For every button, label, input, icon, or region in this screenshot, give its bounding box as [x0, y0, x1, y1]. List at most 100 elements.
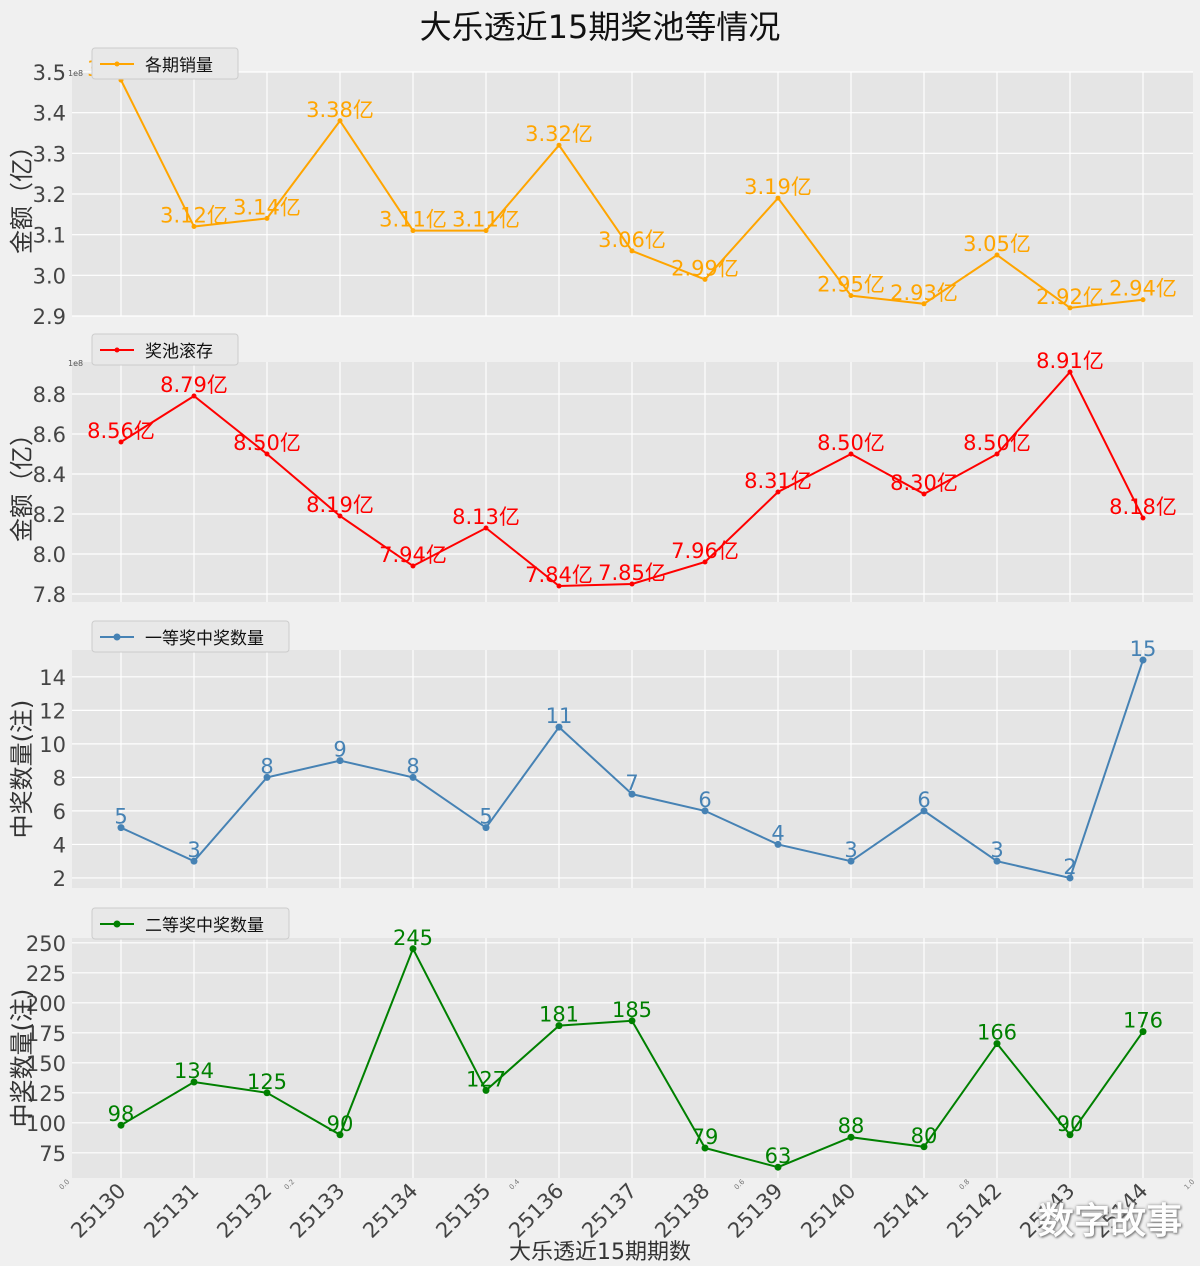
- data-point: [191, 393, 197, 399]
- data-label: 98: [108, 1102, 135, 1126]
- watermark: 数字故事: [1037, 1201, 1182, 1242]
- y-tick-label: 2: [53, 867, 66, 891]
- ghost-tick-label: 0.8: [958, 1178, 972, 1192]
- y-tick-label: 125: [26, 1082, 66, 1106]
- data-point: [847, 857, 855, 865]
- data-point: [264, 451, 270, 457]
- data-label: 88: [838, 1114, 865, 1138]
- data-label: 2.94亿: [1109, 277, 1177, 301]
- data-label: 7.96亿: [671, 539, 739, 563]
- data-point: [701, 1144, 709, 1152]
- y-tick-label: 8.0: [33, 543, 66, 567]
- data-label: 2: [1063, 855, 1076, 879]
- y-tick-label: 225: [26, 962, 66, 986]
- data-point: [1066, 1131, 1074, 1139]
- data-point: [555, 1022, 563, 1030]
- axis-exponent-label: 1e8: [68, 359, 83, 368]
- data-point: [409, 773, 417, 781]
- data-point: [410, 228, 416, 234]
- y-tick-label: 3.2: [33, 183, 66, 207]
- data-label: 90: [1057, 1112, 1084, 1136]
- data-point: [993, 1040, 1001, 1048]
- data-point: [336, 757, 344, 765]
- data-label: 6: [917, 788, 930, 812]
- data-label: 2.95亿: [817, 273, 885, 297]
- data-point: [848, 451, 854, 457]
- ghost-tick-label: 0.2: [283, 1178, 297, 1192]
- legend-marker: [114, 347, 120, 353]
- y-axis-label: 金额（亿）: [8, 422, 36, 542]
- data-point: [263, 773, 271, 781]
- data-point: [556, 142, 562, 148]
- data-point: [482, 824, 490, 832]
- legend-box: [91, 333, 239, 366]
- data-label: 134: [174, 1059, 214, 1083]
- data-point: [482, 1086, 490, 1094]
- legend-label: 各期销量: [145, 56, 213, 76]
- data-point: [483, 228, 489, 234]
- y-tick-label: 8.6: [33, 423, 66, 447]
- data-label: 7.94亿: [379, 543, 447, 567]
- data-point: [190, 857, 198, 865]
- data-point: [921, 491, 927, 497]
- ghost-tick-label: 0.4: [508, 1177, 522, 1191]
- data-point: [264, 215, 270, 221]
- data-point: [337, 118, 343, 124]
- data-label: 90: [327, 1112, 354, 1136]
- y-tick-label: 175: [26, 1022, 66, 1046]
- data-point: [1066, 874, 1074, 882]
- y-tick-label: 8.4: [33, 463, 66, 487]
- data-label: 3.05亿: [963, 232, 1031, 256]
- y-tick-label: 3.0: [33, 264, 66, 288]
- data-label: 7: [625, 771, 638, 795]
- data-label: 185: [612, 998, 652, 1022]
- legend-box: [91, 47, 239, 80]
- x-axis-label: 大乐透近15期期数: [509, 1240, 691, 1265]
- data-point: [994, 252, 1000, 258]
- data-point: [118, 439, 124, 445]
- data-label: 2.93亿: [890, 281, 958, 305]
- data-point: [409, 945, 417, 953]
- data-label: 8.79亿: [160, 373, 228, 397]
- data-point: [628, 790, 636, 798]
- data-label: 245: [393, 926, 433, 950]
- data-point: [1140, 297, 1146, 303]
- y-tick-label: 3.5: [33, 61, 66, 85]
- y-tick-label: 200: [26, 992, 66, 1016]
- data-label: 8.50亿: [233, 431, 301, 455]
- y-axis-label: 中奖数量(注): [8, 989, 36, 1128]
- data-label: 2.99亿: [671, 256, 739, 280]
- data-label: 63: [765, 1144, 792, 1168]
- data-label: 176: [1123, 1009, 1163, 1033]
- data-point: [920, 807, 928, 815]
- data-label: 8: [406, 754, 419, 778]
- data-point: [410, 563, 416, 569]
- data-label: 6: [698, 788, 711, 812]
- y-tick-label: 250: [26, 932, 66, 956]
- data-point: [774, 1163, 782, 1171]
- y-tick-label: 12: [39, 699, 66, 723]
- data-label: 3.32亿: [525, 122, 593, 146]
- data-point: [1140, 515, 1146, 521]
- data-label: 3.11亿: [379, 208, 447, 232]
- legend-marker: [114, 61, 120, 67]
- chart-title: 大乐透近15期奖池等情况: [419, 8, 781, 46]
- data-label: 3: [990, 838, 1003, 862]
- ghost-tick-label: 1.0: [1183, 1178, 1197, 1192]
- data-point: [847, 1133, 855, 1141]
- data-point: [775, 195, 781, 201]
- y-tick-label: 4: [53, 833, 66, 857]
- y-tick-label: 3.3: [33, 142, 66, 166]
- data-label: 8.56亿: [87, 419, 155, 443]
- data-label: 7.85亿: [598, 561, 666, 585]
- data-point: [1067, 305, 1073, 311]
- data-label: 8.50亿: [963, 431, 1031, 455]
- data-label: 3: [187, 838, 200, 862]
- data-point: [117, 824, 125, 832]
- y-axis-label: 金额（亿）: [8, 134, 36, 254]
- data-label: 8: [260, 754, 273, 778]
- data-point: [337, 513, 343, 519]
- data-label: 5: [114, 805, 127, 829]
- data-label: 127: [466, 1067, 506, 1091]
